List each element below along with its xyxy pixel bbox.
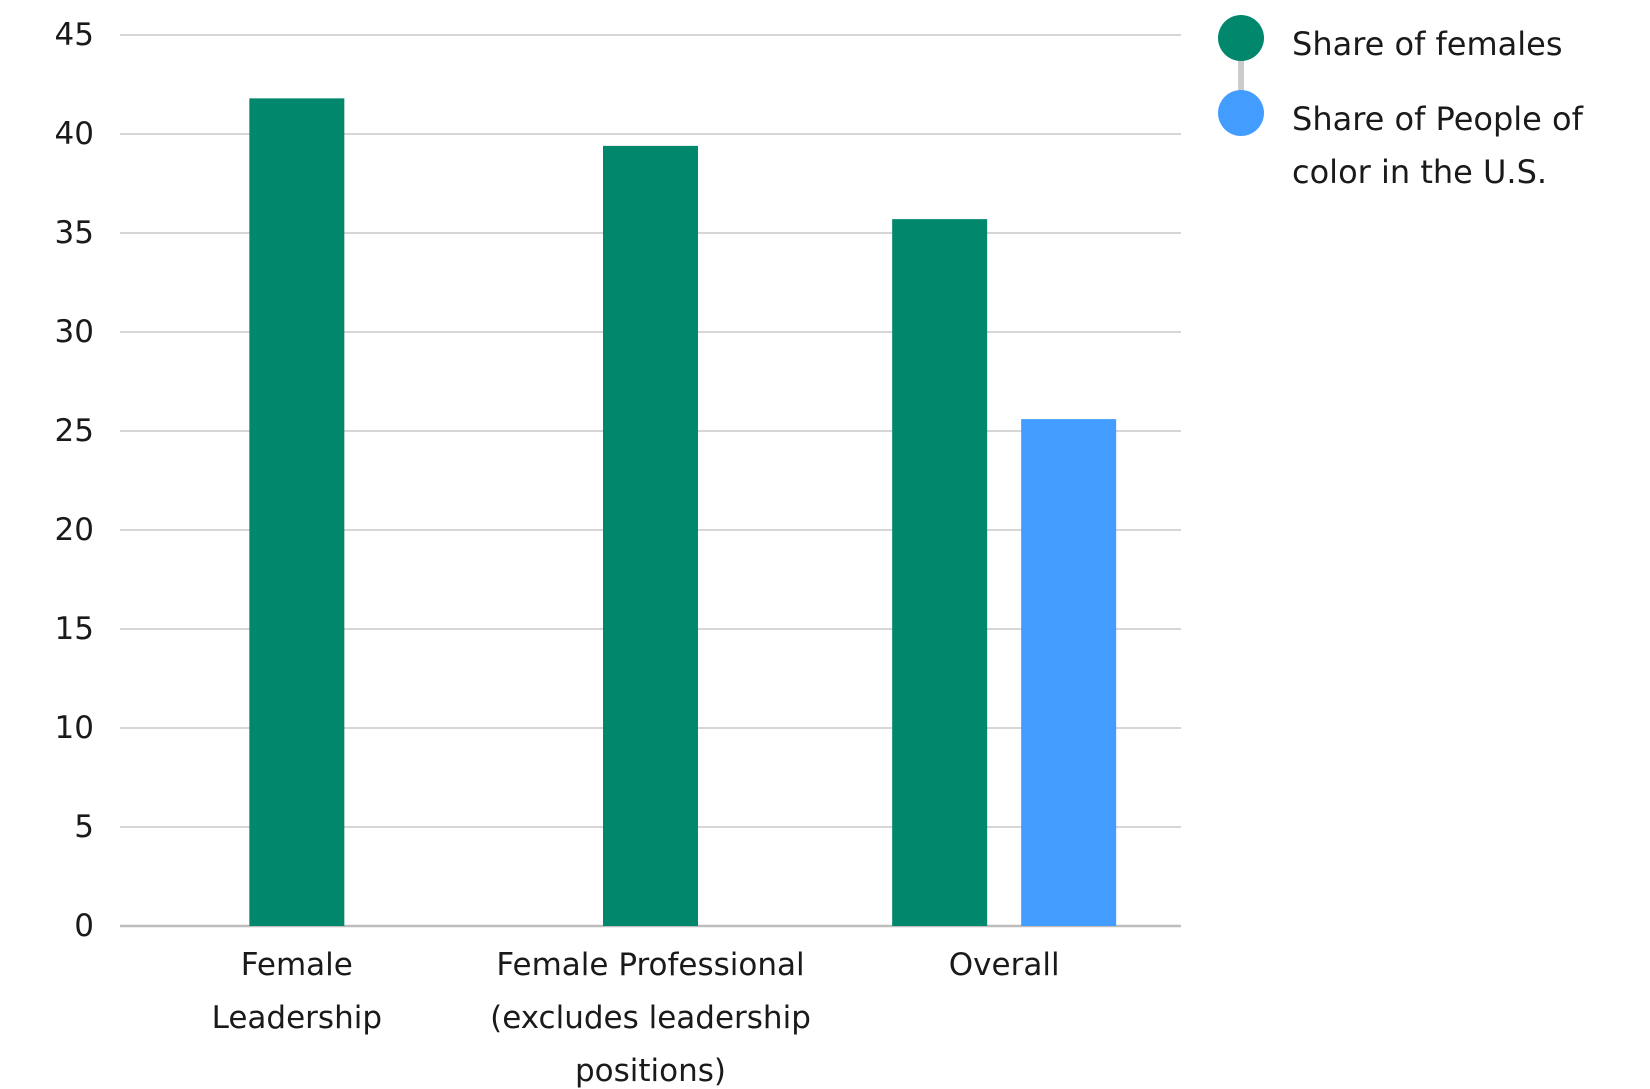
y-tick-label: 45 <box>55 17 94 53</box>
y-tick-label: 10 <box>55 710 94 746</box>
bar-people-of-color-2[interactable] <box>1021 419 1117 926</box>
y-tick-label: 5 <box>74 809 94 845</box>
y-tick-label: 15 <box>55 611 94 647</box>
y-tick-label: 35 <box>55 215 94 251</box>
y-tick-label: 40 <box>55 116 94 152</box>
legend[interactable]: Share of females Share of People of color … <box>1218 15 1584 191</box>
legend-marker-people-of-color[interactable] <box>1218 90 1264 136</box>
x-axis: Female Leadership Female Professional (excl… <box>212 947 1060 1089</box>
legend-marker-females[interactable] <box>1218 15 1264 61</box>
legend-label: Share of females <box>1292 25 1563 63</box>
y-tick-label: 25 <box>55 413 94 449</box>
legend-label: color in the U.S. <box>1292 153 1547 191</box>
y-tick-label: 30 <box>55 314 94 350</box>
x-tick-label: Female <box>241 947 353 983</box>
y-tick-label: 0 <box>74 908 94 944</box>
legend-label: Share of People of <box>1292 100 1584 138</box>
bar-females-0[interactable] <box>249 98 345 927</box>
y-axis: 0 5 10 15 20 25 30 35 40 45 <box>55 17 94 944</box>
x-tick-label: positions) <box>575 1053 726 1089</box>
bars <box>249 98 1117 927</box>
bar-females-2[interactable] <box>892 219 988 926</box>
y-tick-label: 20 <box>55 512 94 548</box>
bar-females-1[interactable] <box>603 145 698 926</box>
x-tick-label: Leadership <box>212 1000 382 1036</box>
x-tick-label: Female Professional <box>496 947 804 983</box>
x-tick-label: (excludes leadership <box>490 1000 811 1036</box>
x-tick-label: Overall <box>949 947 1060 983</box>
